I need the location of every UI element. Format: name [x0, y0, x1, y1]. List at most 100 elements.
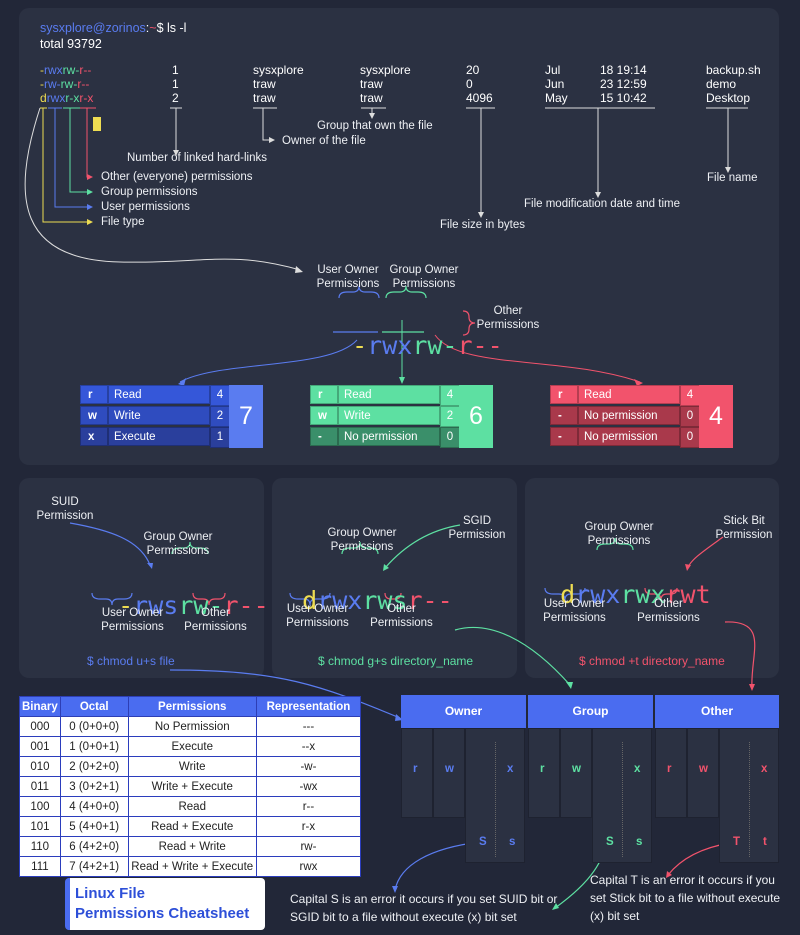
ls-cell-date: 23 12:59 — [600, 77, 647, 91]
ls-row-perm: -rw-rw-r-- — [40, 77, 89, 91]
ls-cell-size: 4096 — [466, 91, 493, 105]
perm-box-group: r Read 4 w Write 2- No permission 0 6 — [310, 385, 493, 448]
octal-cell: --- — [255, 716, 362, 737]
special-lines — [69, 522, 756, 910]
permissions-text: Permissions — [637, 612, 700, 624]
perm-box-row: w Write 2 — [80, 406, 230, 427]
octal-table-header: Binary Octal Permissions Representation — [19, 696, 362, 717]
perm-name: Write — [338, 406, 440, 425]
grid-header-group: Group — [528, 695, 653, 728]
perm-letter: - — [550, 427, 578, 446]
perm-name: Read — [108, 385, 210, 404]
perm-type: - — [40, 63, 44, 77]
perm-other: r-- — [457, 331, 503, 360]
perm-value: 4 — [440, 385, 460, 406]
grid-header-other: Other — [655, 695, 779, 728]
label-owner: Owner of the file — [282, 135, 366, 147]
permissions-text: Permissions — [330, 541, 394, 553]
grid-col-write — [687, 728, 719, 818]
perm-name: Read — [578, 385, 680, 404]
perm-type: d — [40, 91, 47, 105]
sticky-group-owner-label: Group Owner Permissions — [579, 520, 659, 548]
ls-cell-group: traw — [360, 77, 383, 91]
ls-row-perm: -rwxrw-r-- — [40, 63, 91, 77]
perm-value: 2 — [210, 406, 230, 427]
octal-table-row: 101 5 (4+0+1) Read + Execute r-x — [19, 816, 362, 837]
perm-name: No permission — [578, 406, 680, 425]
octal-cell: 3 (0+2+1) — [59, 776, 129, 797]
cursor — [93, 117, 101, 131]
perm-value: 4 — [680, 385, 700, 406]
octal-cell: 111 — [19, 856, 61, 877]
perm-total: 6 — [459, 385, 493, 448]
terminal-prompt: sysxplore@zorinos:~$ ls -l — [40, 21, 186, 35]
sgid-other-label: Other Permissions — [364, 602, 439, 630]
grid-letter-x: x — [507, 763, 514, 775]
perm-user: rwx — [575, 580, 621, 609]
octal-cell: Execute — [127, 736, 257, 757]
sticky-other-label: Other Permissions — [631, 597, 706, 625]
octal-cell: Read + Write — [127, 836, 257, 857]
ls-cell-date: 18 19:14 — [600, 63, 647, 77]
ls-cell-owner: traw — [253, 77, 276, 91]
user-owner-text: User Owner — [101, 607, 164, 619]
note-capital-t: Capital T is an error it occurs if you s… — [590, 873, 781, 923]
grid-letter-w: w — [445, 763, 454, 775]
sticky-user-owner-label: User Owner Permissions — [537, 597, 612, 625]
title-line-2: Permissions Cheatsheet — [75, 905, 250, 922]
perm-name: No permission — [578, 427, 680, 446]
octal-cell: 101 — [19, 816, 61, 837]
grid-dotted-divider — [749, 742, 750, 857]
label-other-perm: Other (everyone) permissions — [101, 171, 253, 183]
suid-title: SUID Permission — [30, 495, 100, 523]
octal-header-cell: Octal — [59, 696, 129, 717]
user-owner-text: User Owner — [317, 264, 379, 276]
breakdown-permission-string: -rwxrw-r-- — [322, 302, 503, 360]
octal-cell: Read + Write + Execute — [127, 856, 257, 877]
octal-cell: 5 (4+0+1) — [59, 816, 129, 837]
grid-letter-x: x — [761, 763, 768, 775]
label-hard-links: Number of linked hard-links — [127, 152, 267, 164]
ls-cell-name: Desktop — [706, 91, 751, 105]
grid-col-read — [655, 728, 687, 818]
permissions-text: Permissions — [587, 535, 651, 547]
sticky-permission-string: drwxrwxrwt — [530, 551, 711, 609]
octal-cell: 1 (0+0+1) — [59, 736, 129, 757]
other-text: Other — [493, 305, 523, 317]
octal-cell: -wx — [255, 776, 362, 797]
sticky-title-1: Stick Bit — [723, 515, 765, 527]
label-group-perm: Group permissions — [101, 186, 198, 198]
perm-name: No permission — [338, 427, 440, 446]
permissions-text: Permissions — [184, 621, 247, 633]
ls-row-perm: drwxr-xr-x — [40, 91, 93, 105]
octal-cell: 2 (0+2+0) — [59, 756, 129, 777]
user-owner-text: User Owner — [543, 598, 606, 610]
group-owner-text: Group Owner — [327, 527, 397, 539]
grid-letter-capital: S — [606, 836, 614, 848]
label-file-type: File type — [101, 216, 145, 228]
octal-cell: 6 (4+2+0) — [59, 836, 129, 857]
perm-user: rwx — [367, 331, 413, 360]
note-capital-s: Capital S is an error it occurs if you s… — [290, 892, 558, 924]
perm-value: 0 — [680, 406, 700, 427]
permissions-text: Permissions — [370, 617, 433, 629]
octal-cell: Read — [127, 796, 257, 817]
permissions-text: Permissions — [316, 278, 380, 290]
cheatsheet-title: Linux File Permissions Cheatsheet — [65, 878, 265, 930]
perm-other: rwt — [665, 580, 711, 609]
perm-box-row: - No permission 0 — [310, 427, 460, 448]
octal-cell: 110 — [19, 836, 61, 857]
sgid-title-2: Permission — [448, 529, 506, 541]
perm-box-user: r Read 4 w Write 2 x Execute 1 7 — [80, 385, 263, 448]
ls-cell-month: Jun — [545, 77, 565, 91]
breakdown-user-owner-label: User Owner Permissions — [313, 263, 383, 291]
suid-user-owner-label: User Owner Permissions — [95, 606, 170, 634]
ls-cell-size: 20 — [466, 63, 480, 77]
perm-type: - — [352, 331, 368, 360]
perm-type: d — [302, 586, 318, 615]
sticky-panel — [525, 478, 779, 678]
perm-type: - — [40, 77, 44, 91]
grid-col-read — [528, 728, 560, 818]
perm-box-row: x Execute 1 — [80, 427, 230, 448]
octal-table: Binary Octal Permissions Representation 000… — [19, 696, 362, 877]
